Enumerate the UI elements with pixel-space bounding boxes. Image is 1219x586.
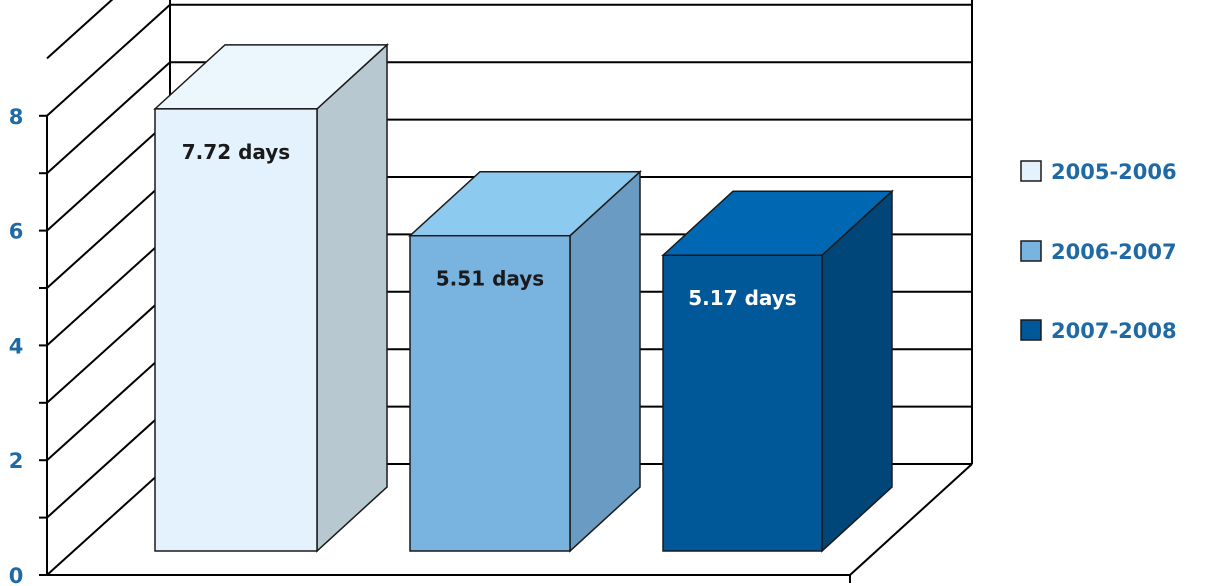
- y-tick-label: 2: [9, 449, 24, 473]
- gridline-diagonal: [46, 463, 171, 576]
- bar-value-label: 5.51 days: [436, 267, 544, 291]
- gridline-diagonal: [46, 405, 171, 519]
- legend-label: 2006-2007: [1051, 240, 1177, 264]
- bar-front-face: [662, 254, 823, 552]
- gridline-diagonal: [46, 233, 171, 347]
- y-tick-label: 0: [9, 564, 24, 586]
- gridline-diagonal: [46, 0, 114, 60]
- bar-side-face: [569, 170, 641, 553]
- legend-label: 2005-2006: [1051, 160, 1177, 184]
- y-tick-label: 8: [9, 105, 24, 129]
- bar-value-label: 7.72 days: [182, 140, 290, 164]
- legend-swatch: [1020, 160, 1042, 182]
- legend-swatch: [1020, 240, 1042, 262]
- gridline-diagonal: [46, 291, 171, 404]
- gridline-diagonal: [46, 61, 171, 174]
- bar: [153, 43, 389, 553]
- floor-edge: [849, 463, 973, 576]
- y-tick-label: 4: [9, 334, 24, 358]
- chart-axes: [39, 114, 851, 583]
- legend: 2005-2006 2006-2007 2007-2008: [1020, 160, 1177, 343]
- bar: [408, 170, 642, 553]
- bar: [661, 189, 894, 553]
- legend-swatch: [1020, 319, 1042, 341]
- legend-label: 2007-2008: [1051, 319, 1177, 343]
- y-axis-ticks: 0 2 4 6 8: [9, 105, 24, 586]
- bar-data-labels: 7.72 days 5.51 days 5.17 days: [182, 140, 797, 310]
- gridline-diagonal: [46, 4, 171, 117]
- bar-front-face: [154, 108, 318, 552]
- gridline-diagonal: [46, 118, 171, 232]
- bar-value-label: 5.17 days: [688, 286, 796, 310]
- gridline-diagonal: [46, 348, 171, 461]
- bar-front-face: [409, 234, 571, 552]
- bars: [153, 43, 894, 553]
- gridline-diagonal: [46, 176, 171, 289]
- y-tick-label: 6: [9, 220, 24, 244]
- bar-side-face: [316, 43, 388, 553]
